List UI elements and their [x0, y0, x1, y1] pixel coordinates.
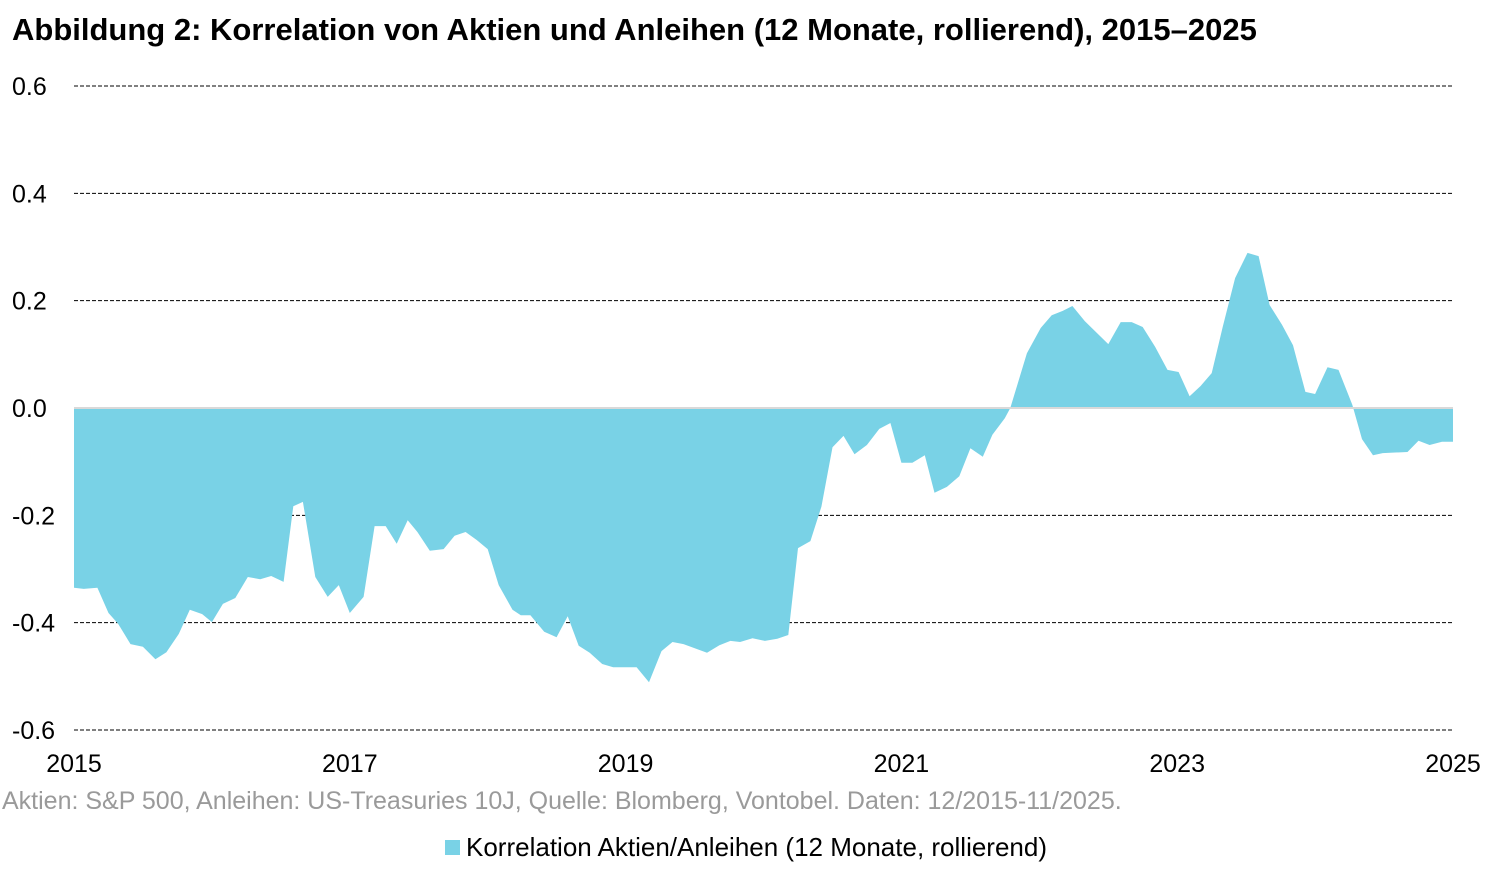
legend-label: Korrelation Aktien/Anleihen (12 Monate, … [466, 832, 1048, 862]
x-tick-label: 2017 [322, 750, 378, 778]
y-tick-label: 0.0 [12, 395, 47, 423]
y-tick-label: -0.6 [12, 717, 55, 745]
y-tick-label: -0.2 [12, 502, 55, 530]
y-tick-label: -0.4 [12, 610, 55, 638]
correlation-area [74, 252, 1453, 683]
x-tick-label: 2015 [46, 750, 102, 778]
legend: Korrelation Aktien/Anleihen (12 Monate, … [445, 832, 1047, 863]
chart-title: Abbildung 2: Korrelation von Aktien und … [12, 12, 1257, 47]
x-tick-label: 2023 [1149, 750, 1205, 778]
y-tick-label: 0.6 [12, 73, 47, 101]
y-tick-label: 0.2 [12, 288, 47, 316]
legend-swatch [445, 840, 460, 855]
x-tick-label: 2025 [1425, 750, 1481, 778]
y-tick-label: 0.4 [12, 180, 47, 208]
source-note: Aktien: S&P 500, Anleihen: US-Treasuries… [2, 787, 1122, 815]
x-tick-label: 2021 [874, 750, 930, 778]
x-tick-label: 2019 [598, 750, 654, 778]
